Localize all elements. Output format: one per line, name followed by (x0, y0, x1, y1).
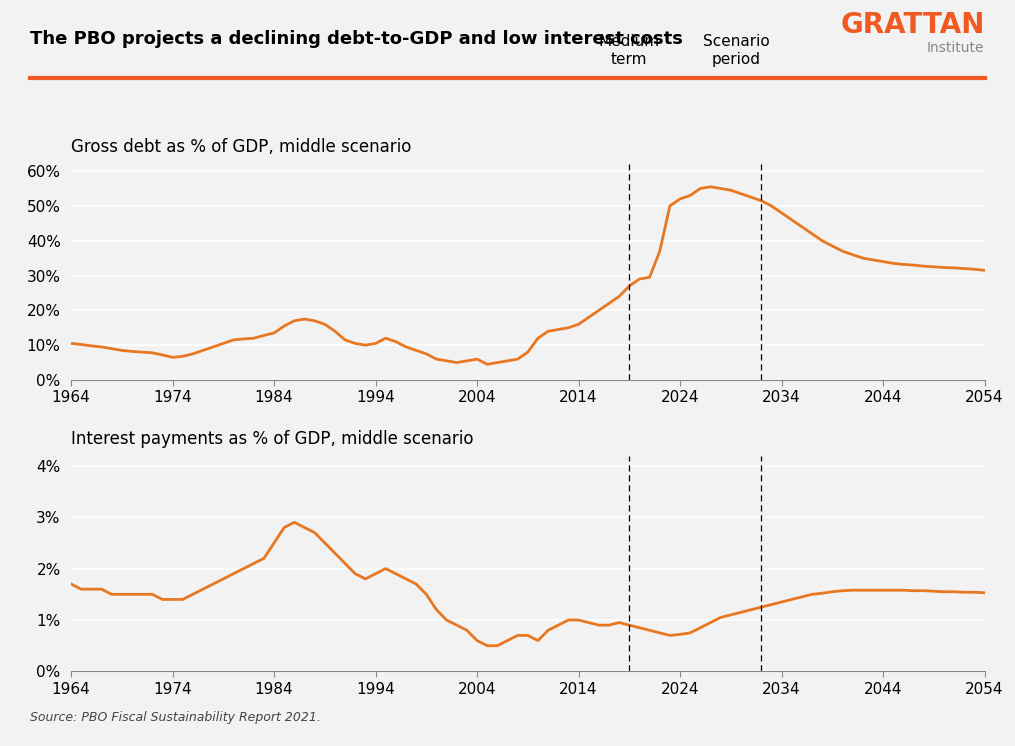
Text: Gross debt as % of GDP, middle scenario: Gross debt as % of GDP, middle scenario (71, 138, 411, 156)
Text: The PBO projects a declining debt-to-GDP and low interest costs: The PBO projects a declining debt-to-GDP… (30, 30, 683, 48)
Text: Institute: Institute (927, 41, 985, 55)
Text: Scenario
period: Scenario period (702, 34, 769, 67)
Text: Medium
term: Medium term (599, 34, 660, 67)
Text: Source: PBO Fiscal Sustainability Report 2021.: Source: PBO Fiscal Sustainability Report… (30, 711, 322, 724)
Text: GRATTAN: GRATTAN (840, 11, 985, 40)
Text: Interest payments as % of GDP, middle scenario: Interest payments as % of GDP, middle sc… (71, 430, 474, 448)
